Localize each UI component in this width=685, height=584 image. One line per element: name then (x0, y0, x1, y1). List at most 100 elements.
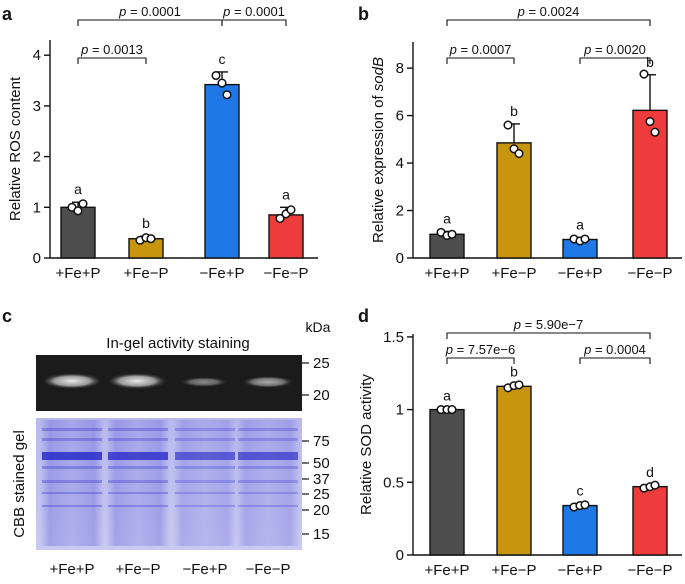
data-point (639, 69, 649, 79)
cbb-band (175, 466, 235, 469)
category-label: −Fe+P (199, 265, 244, 282)
y-tick-label: 4 (396, 155, 404, 172)
significance-letter: a (282, 186, 290, 202)
category-label: −Fe−P (627, 265, 672, 282)
lane-label: +Fe−P (115, 561, 160, 578)
marker-label: 50 (313, 455, 330, 472)
chart-ros: 0 1 2 3 4 Relative ROS content a +Fe+P b +Fe−P c −F… (7, 4, 318, 282)
significance-letter: b (510, 103, 518, 119)
category-label: +Fe−P (491, 265, 536, 282)
y-tick-label: 0 (396, 250, 404, 267)
category-label: +Fe−P (123, 265, 168, 282)
category-label: +Fe−P (491, 562, 536, 579)
cbb-band (108, 480, 168, 483)
cbb-band (238, 480, 298, 483)
cbb-band (108, 492, 168, 494)
bar (429, 408, 465, 556)
y-axis-label: Relative SOD activity (358, 374, 375, 515)
panel-label-c: c (2, 306, 12, 326)
significance-letter: b (142, 215, 150, 231)
comparison-bracket (446, 357, 515, 364)
p-value-label: p = 0.0024 (517, 4, 580, 19)
data-point (650, 480, 660, 490)
cbb-band (238, 492, 298, 494)
y-axis-label: Relative expression of sodB (370, 57, 387, 243)
p-value-label: p = 0.0004 (583, 342, 646, 357)
activity-band (242, 376, 294, 388)
cbb-band (175, 480, 235, 483)
cbb-band (42, 428, 102, 431)
cbb-lane-smear (173, 420, 237, 546)
cbb-band (238, 505, 298, 507)
significance-letter: a (443, 210, 451, 226)
significance-letter: a (74, 181, 82, 197)
cbb-band (175, 492, 235, 494)
panel-label-a: a (2, 4, 13, 24)
cbb-band (175, 452, 235, 460)
cbb-band (42, 480, 102, 483)
panel-label-b: b (358, 4, 369, 24)
cbb-band (108, 466, 168, 469)
cbb-band (108, 505, 168, 507)
significance-letter: a (443, 387, 451, 403)
marker-label: 20 (313, 387, 330, 404)
category-label: −Fe+P (557, 265, 602, 282)
marker-label: 25 (313, 355, 330, 372)
y-tick-label: 1 (33, 199, 41, 216)
bar (632, 485, 668, 556)
category-label: +Fe+P (55, 265, 100, 282)
chart-sodb-expression: 0 2 4 6 8 Relative expression of sodB a +Fe+P b +… (370, 4, 682, 282)
data-point (286, 205, 296, 215)
data-point (78, 199, 88, 209)
significance-letter: a (576, 217, 584, 233)
bar (496, 385, 532, 556)
marker-label: 75 (313, 433, 330, 450)
y-tick-label: 1 (396, 402, 404, 419)
data-point (580, 234, 590, 244)
significance-letter: b (510, 364, 518, 380)
data-point (514, 149, 524, 159)
significance-letter: c (577, 482, 584, 498)
cbb-band (238, 428, 298, 431)
category-label: +Fe+P (424, 265, 469, 282)
category-label: +Fe+P (424, 562, 469, 579)
lane-label: −Fe+P (182, 561, 227, 578)
marker-label: 15 (313, 526, 330, 543)
cbb-band (175, 438, 235, 441)
y-tick-label: 8 (396, 60, 404, 77)
comparison-bracket (446, 19, 651, 26)
bar (268, 214, 304, 259)
cbb-band (175, 505, 235, 507)
category-label: −Fe+P (557, 562, 602, 579)
cbb-band (175, 428, 235, 431)
y-axis-label: Relative ROS content (7, 76, 24, 221)
cbb-band (42, 492, 102, 494)
cbb-band (238, 466, 298, 469)
data-point (650, 127, 660, 137)
y-tick-label: 2 (33, 149, 41, 166)
lane-label: −Fe−P (245, 561, 290, 578)
y-tick-label: 0.5 (383, 474, 404, 491)
p-value-label: p = 0.0013 (80, 42, 143, 57)
data-point (447, 405, 457, 415)
lane-label: +Fe+P (49, 561, 94, 578)
comparison-bracket (221, 19, 287, 26)
cbb-lane-smear (236, 420, 300, 546)
y-tick-label: 3 (33, 98, 41, 115)
chart-sod-activity: 0 0.5 1 1.5 Relative SOD activity a +Fe+P b +Fe−… (358, 317, 682, 579)
cbb-band (42, 505, 102, 507)
cbb-band (108, 452, 168, 460)
data-point (580, 500, 590, 510)
activity-band (107, 373, 167, 389)
cbb-band (42, 438, 102, 441)
y-tick-label: 1.5 (383, 329, 404, 346)
y-tick-label: 0 (33, 250, 41, 267)
p-value-label: p = 7.57e−6 (445, 342, 515, 357)
marker-label: 37 (313, 471, 330, 488)
comparison-bracket (446, 332, 651, 339)
comparison-bracket (77, 19, 223, 26)
activity-band (180, 377, 228, 387)
cbb-label: CBB stained gel (11, 430, 28, 538)
significance-letter: c (219, 51, 226, 67)
